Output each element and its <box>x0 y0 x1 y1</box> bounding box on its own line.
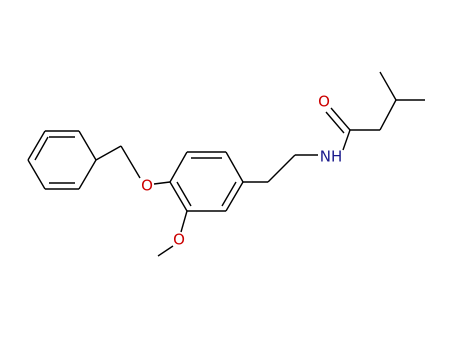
ether-oxygen: O <box>141 177 153 195</box>
amide-nitrogen: NH <box>320 148 343 166</box>
methoxy-oxygen: O <box>173 231 185 249</box>
carbonyl-oxygen: O <box>318 93 330 111</box>
bonds <box>27 71 425 257</box>
